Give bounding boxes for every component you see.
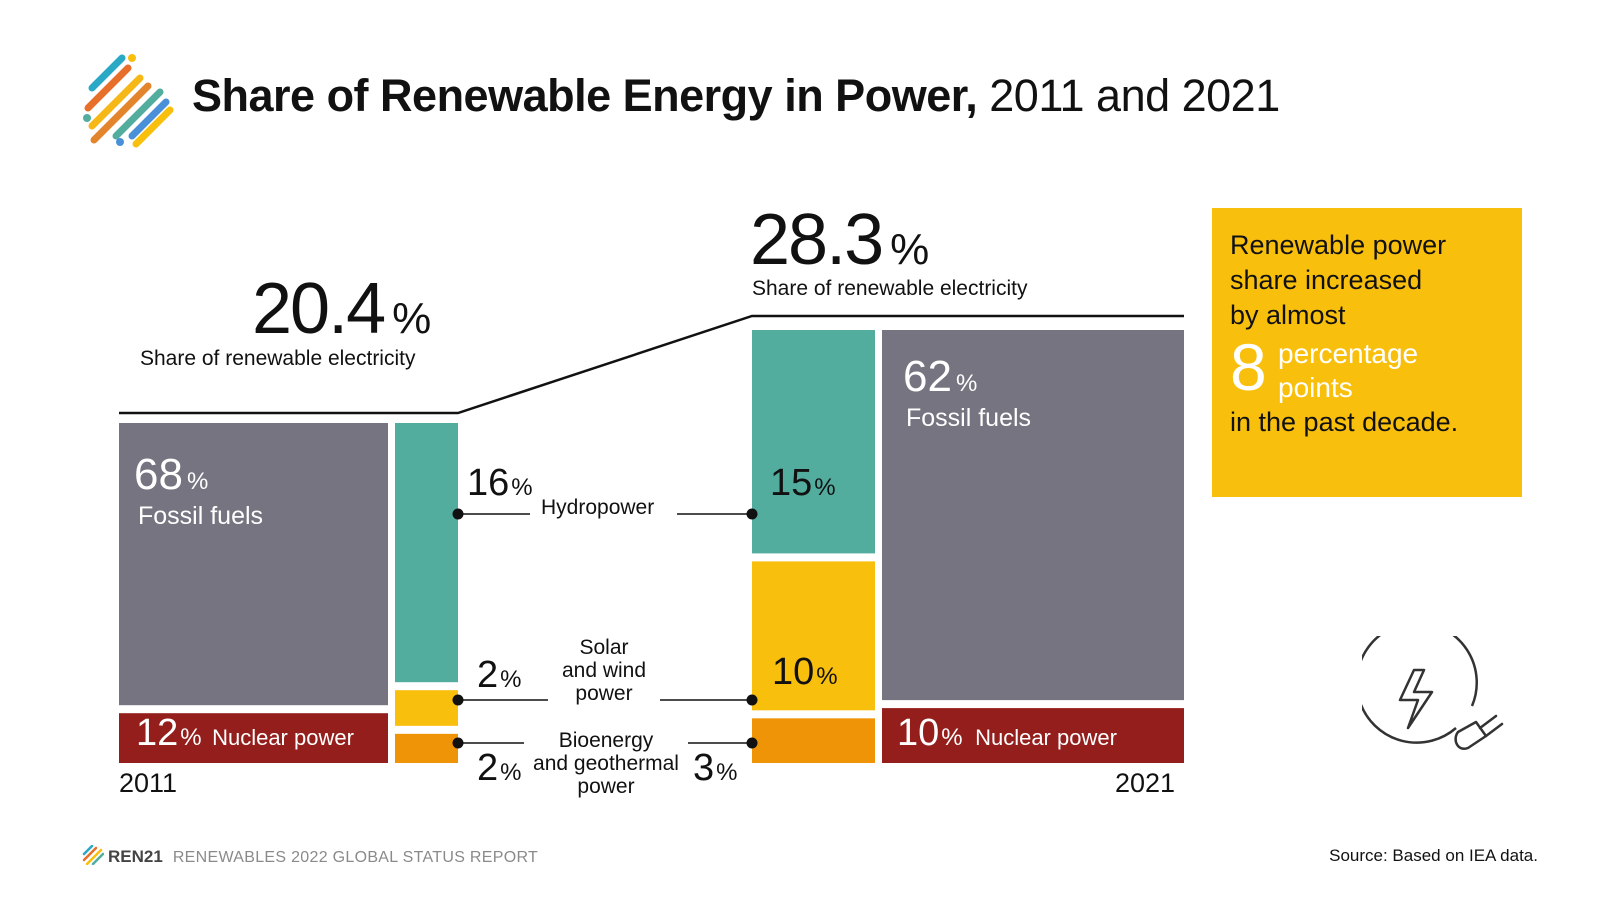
fossil-2011-value: 68% [134,450,208,500]
solar-2011-value: 2% [477,654,521,697]
share-2011: 20.4% [252,273,431,345]
callout-box: Renewable power share increased by almos… [1212,208,1522,497]
hydro-dot-2021 [747,509,758,520]
callout-unit: percentage points [1278,337,1418,405]
solar-name: Solar and wind power [548,636,660,705]
hydro-2011-number: 16 [467,462,509,504]
nuclear-2021-label: Nuclear power [975,725,1117,750]
solar-2021-pct: % [816,663,837,690]
callout-line2: share increased [1230,263,1458,298]
hydro-2021-value: 15% [770,462,836,505]
bio-2011-number: 2 [477,747,498,789]
bio-name-line2: and geothermal [524,752,688,775]
solar-2011-number: 2 [477,654,498,696]
solar-dot-2011 [453,695,464,706]
nuclear-2011-value: 12% Nuclear power [136,712,354,755]
share-2021-pct: % [890,225,929,274]
bar-2011-bio [395,734,458,763]
bar-2011-hydro [395,423,458,682]
hydro-dot-2011 [453,509,464,520]
callout-unit2: points [1278,371,1418,405]
fossil-2021-pct: % [956,370,977,397]
nuclear-2021-pct: % [941,724,962,751]
hydro-2011-pct: % [511,474,532,501]
callout-line1: Renewable power [1230,228,1458,263]
share-2021-value: 28.3 [750,200,882,280]
solar-2021-number: 10 [772,651,814,693]
source-note: Source: Based on IEA data. [1329,846,1538,866]
bio-2021-value: 3% [693,747,737,790]
share-2011-value: 20.4 [252,269,384,349]
fossil-2021-label: Fossil fuels [906,404,1031,433]
callout-number: 8 [1230,329,1267,405]
nuclear-2011-pct: % [180,724,201,751]
solar-name-line3: power [548,682,660,705]
footer-brand-name: REN21 [108,847,163,866]
footer-logo-icon [82,845,104,865]
bar-2011-solar [395,690,458,726]
fossil-2011-pct: % [187,468,208,495]
share-2021: 28.3% [750,204,929,276]
nuclear-2011-number: 12 [136,712,178,754]
solar-2021-value: 10% [772,651,838,694]
footer-report-name: RENEWABLES 2022 GLOBAL STATUS REPORT [173,849,538,866]
fossil-2011-number: 68 [134,450,183,499]
solar-name-line2: and wind [548,659,660,682]
nuclear-2011-label: Nuclear power [212,725,354,750]
bar-2021-bio [752,718,875,763]
hydro-name: Hydropower [535,496,660,520]
solar-name-line1: Solar [548,636,660,659]
year-2011-label: 2011 [119,768,177,799]
solar-2011-pct: % [500,666,521,693]
bio-name: Bioenergy and geothermal power [524,729,688,798]
bio-dot-2011 [453,738,464,749]
bio-2011-pct: % [500,759,521,786]
hydro-2021-pct: % [814,474,835,501]
fossil-2021-value: 62% [903,352,977,402]
fossil-2021-number: 62 [903,352,952,401]
callout-line3: by almost [1230,298,1458,333]
share-2011-pct: % [392,294,431,343]
hydro-2011-value: 16% [467,462,533,505]
share-2021-label: Share of renewable electricity [752,277,1027,301]
year-2021-label: 2021 [1115,768,1175,799]
bio-name-line1: Bioenergy [524,729,688,752]
power-plug-icon [1362,636,1522,766]
bio-2011-value: 2% [477,747,521,790]
callout-unit1: percentage [1278,337,1418,371]
share-2011-label: Share of renewable electricity [140,347,415,371]
bar-2021-hydro [752,330,875,553]
bio-2021-pct: % [716,759,737,786]
bio-2021-number: 3 [693,747,714,789]
nuclear-2021-number: 10 [897,712,939,754]
fossil-2011-label: Fossil fuels [138,502,263,531]
bio-name-line3: power [524,775,688,798]
nuclear-2021-value: 10% Nuclear power [897,712,1117,755]
callout-line4: in the past decade. [1230,405,1458,440]
bio-dot-2021 [747,738,758,749]
hydro-2021-number: 15 [770,462,812,504]
solar-dot-2021 [747,695,758,706]
footer-brand: REN21 RENEWABLES 2022 GLOBAL STATUS REPOR… [108,847,538,867]
